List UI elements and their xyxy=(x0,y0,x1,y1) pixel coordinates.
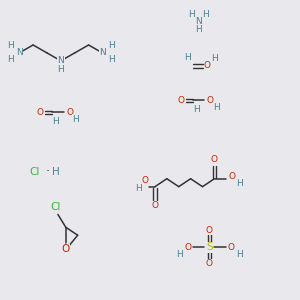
Text: O: O xyxy=(204,61,211,70)
Text: H: H xyxy=(108,55,115,64)
Text: O: O xyxy=(66,108,73,117)
Text: H: H xyxy=(176,250,183,259)
Text: ·: · xyxy=(46,165,50,178)
Text: H: H xyxy=(211,54,218,63)
Text: N: N xyxy=(58,56,64,65)
Text: H: H xyxy=(202,10,209,19)
Text: H: H xyxy=(72,115,79,124)
Text: H: H xyxy=(213,103,220,112)
Text: H: H xyxy=(188,10,195,19)
Text: O: O xyxy=(152,201,158,210)
Text: Cl: Cl xyxy=(29,167,39,177)
Text: H: H xyxy=(195,25,202,34)
Text: O: O xyxy=(207,96,214,105)
Text: O: O xyxy=(37,108,44,117)
Text: O: O xyxy=(228,243,235,252)
Text: H: H xyxy=(52,117,59,126)
Text: N: N xyxy=(16,48,22,57)
Text: H: H xyxy=(7,41,14,50)
Text: H: H xyxy=(52,167,60,177)
Text: H: H xyxy=(184,53,191,62)
Text: O: O xyxy=(206,226,213,235)
Text: H: H xyxy=(7,55,14,64)
Text: O: O xyxy=(184,243,191,252)
Text: O: O xyxy=(229,172,236,181)
Text: H: H xyxy=(193,105,200,114)
Text: H: H xyxy=(135,184,142,193)
Text: O: O xyxy=(142,176,148,185)
Text: N: N xyxy=(99,48,106,57)
Text: O: O xyxy=(206,260,213,268)
Text: O: O xyxy=(62,244,70,254)
Text: H: H xyxy=(58,65,64,74)
Text: S: S xyxy=(206,242,213,252)
Text: O: O xyxy=(177,96,184,105)
Text: N: N xyxy=(195,17,202,26)
Text: Cl: Cl xyxy=(51,202,61,212)
Text: H: H xyxy=(236,179,242,188)
Text: H: H xyxy=(236,250,242,259)
Text: O: O xyxy=(211,155,218,164)
Text: H: H xyxy=(108,41,115,50)
